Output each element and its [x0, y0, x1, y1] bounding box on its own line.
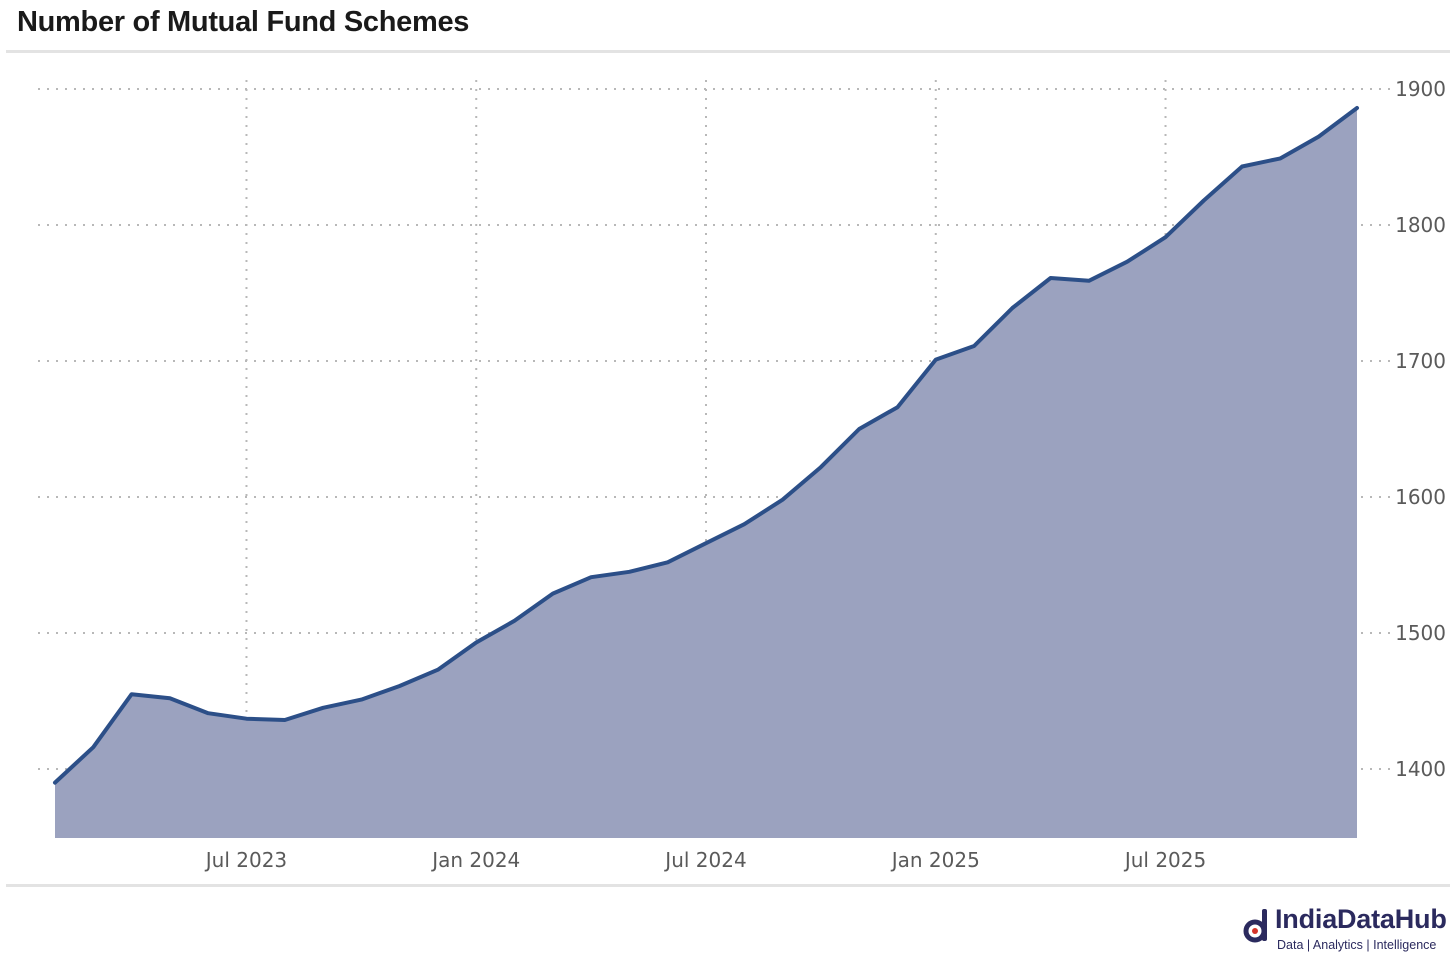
logo-icon	[1243, 909, 1267, 943]
y-axis-ticks: 1400 1500 1600 1700 1800 1900	[1395, 77, 1446, 781]
chart-title: Number of Mutual Fund Schemes	[17, 6, 470, 38]
bottom-divider	[6, 884, 1450, 887]
logo-tagline: Data | Analytics | Intelligence	[1277, 938, 1437, 952]
x-tick-label: Jul 2025	[1123, 848, 1206, 872]
x-axis-ticks: Jul 2023 Jan 2024 Jul 2024 Jan 2025 Jul 2025	[204, 848, 1206, 872]
x-tick-label: Jul 2023	[204, 848, 287, 872]
y-tick-label: 1900	[1395, 77, 1446, 101]
y-tick-label: 1700	[1395, 349, 1446, 373]
y-tick-label: 1600	[1395, 485, 1446, 509]
indiadatahub-logo: IndiaDataHub Data | Analytics | Intellig…	[1243, 904, 1453, 956]
y-tick-label: 1800	[1395, 213, 1446, 237]
y-tick-label: 1500	[1395, 621, 1446, 645]
x-tick-label: Jan 2025	[890, 848, 980, 872]
logo-name: IndiaDataHub	[1275, 904, 1447, 934]
top-divider	[6, 50, 1450, 53]
area-fill	[55, 108, 1357, 838]
y-tick-label: 1400	[1395, 757, 1446, 781]
series-line	[53, 106, 1359, 785]
x-tick-label: Jul 2024	[663, 848, 746, 872]
x-tick-label: Jan 2024	[430, 848, 520, 872]
